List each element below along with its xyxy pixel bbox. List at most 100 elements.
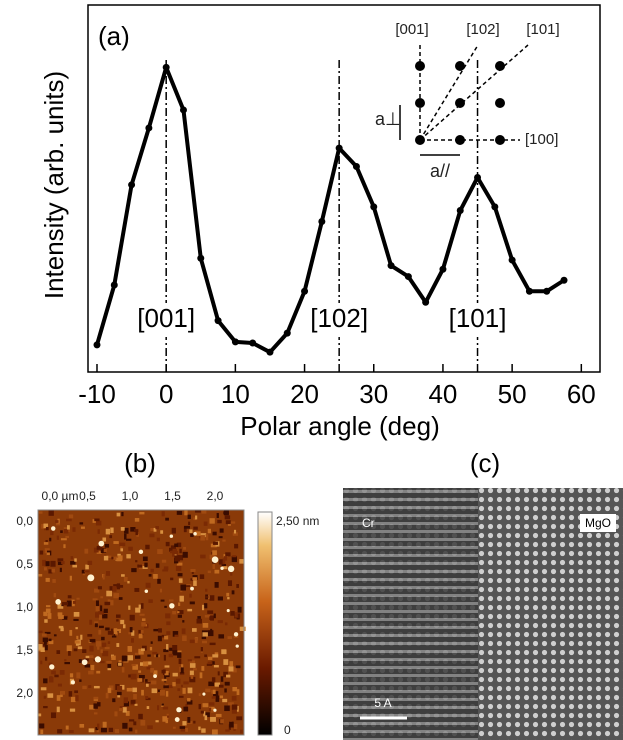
afm-grain	[233, 723, 238, 730]
afm-grain	[189, 670, 194, 676]
afm-grain	[159, 689, 165, 696]
afm-grain	[89, 645, 94, 652]
afm-grain	[193, 580, 197, 586]
afm-grain	[214, 569, 220, 574]
x-tick-label: 30	[359, 379, 388, 409]
x-tick-label: 50	[498, 379, 527, 409]
inset-label: a⊥	[375, 109, 401, 129]
inset-label: [101]	[526, 21, 559, 38]
afm-grain	[69, 575, 72, 581]
afm-grain	[178, 658, 182, 664]
afm-grain	[74, 690, 79, 694]
afm-grain	[172, 610, 177, 615]
afm-grain	[134, 703, 138, 706]
afm-grain	[127, 646, 133, 652]
afm-grain	[190, 674, 194, 679]
afm-grain	[73, 648, 78, 652]
afm-grain	[87, 560, 93, 566]
afm-grain	[51, 568, 55, 573]
afm-grain	[193, 526, 198, 530]
afm-grain	[150, 668, 154, 673]
afm-grain	[84, 664, 91, 668]
afm-grain	[175, 566, 182, 571]
afm-grain	[207, 630, 214, 637]
data-point	[352, 162, 360, 170]
afm-grain	[217, 519, 222, 524]
afm-grain	[206, 595, 213, 599]
x-tick-label: -10	[78, 379, 116, 409]
afm-grain	[131, 568, 137, 573]
afm-grain	[84, 548, 89, 554]
afm-grain	[156, 537, 160, 542]
afm-grain	[100, 548, 107, 553]
afm-grain	[95, 641, 102, 647]
afm-grain	[164, 670, 169, 676]
afm-y-label: 0,0	[16, 514, 33, 528]
afm-grain	[234, 543, 239, 549]
afm-grain	[198, 703, 201, 710]
afm-grain	[119, 542, 126, 547]
afm-particle	[138, 549, 144, 555]
afm-grain	[189, 639, 195, 644]
afm-grain	[185, 704, 188, 708]
afm-grain	[201, 604, 205, 611]
afm-grain	[155, 653, 159, 658]
afm-grain	[62, 616, 68, 620]
afm-grain	[157, 578, 161, 584]
afm-particle	[144, 589, 149, 593]
afm-grain	[59, 567, 62, 573]
afm-texture	[38, 510, 246, 735]
afm-grain	[45, 540, 48, 543]
afm-grain	[180, 726, 187, 732]
afm-grain	[50, 560, 56, 567]
afm-grain	[236, 716, 243, 721]
afm-grain	[161, 669, 166, 674]
afm-particle	[49, 664, 55, 670]
afm-grain	[174, 634, 179, 637]
afm-particle	[202, 692, 206, 696]
afm-grain	[95, 727, 99, 731]
data-point	[387, 262, 395, 270]
afm-grain	[100, 596, 104, 599]
afm-grain	[226, 674, 231, 678]
afm-grain	[58, 625, 64, 629]
afm-grain	[122, 707, 127, 713]
afm-grain	[151, 688, 158, 694]
afm-grain	[236, 584, 239, 588]
afm-grain	[48, 510, 54, 516]
afm-grain	[147, 725, 153, 730]
afm-grain	[174, 649, 178, 656]
afm-grain	[177, 610, 184, 615]
afm-grain	[70, 696, 76, 703]
afm-grain	[111, 586, 117, 592]
afm-grain	[102, 721, 107, 728]
afm-y-label: 0,5	[16, 557, 33, 571]
afm-grain	[103, 608, 108, 613]
afm-grain	[42, 559, 46, 566]
afm-grain	[225, 552, 231, 557]
afm-grain	[182, 551, 188, 558]
afm-grain	[98, 610, 105, 615]
afm-grain	[83, 570, 90, 573]
afm-grain	[169, 547, 172, 552]
afm-y-label: 1,5	[16, 643, 33, 657]
afm-grain	[207, 661, 213, 665]
afm-grain	[161, 703, 164, 706]
afm-grain	[183, 706, 189, 712]
afm-grain	[116, 583, 121, 590]
afm-grain	[221, 563, 227, 567]
afm-grain	[102, 574, 105, 580]
afm-grain	[166, 643, 169, 650]
afm-grain	[72, 527, 76, 532]
afm-grain	[202, 640, 208, 644]
afm-grain	[201, 510, 207, 514]
afm-grain	[68, 691, 73, 697]
afm-grain	[66, 645, 72, 652]
afm-grain	[89, 704, 95, 710]
afm-grain	[201, 636, 207, 640]
plot-frame	[87, 4, 601, 373]
afm-grain	[217, 596, 223, 601]
afm-grain	[44, 656, 48, 661]
afm-grain	[145, 681, 151, 684]
afm-grain	[212, 531, 217, 536]
